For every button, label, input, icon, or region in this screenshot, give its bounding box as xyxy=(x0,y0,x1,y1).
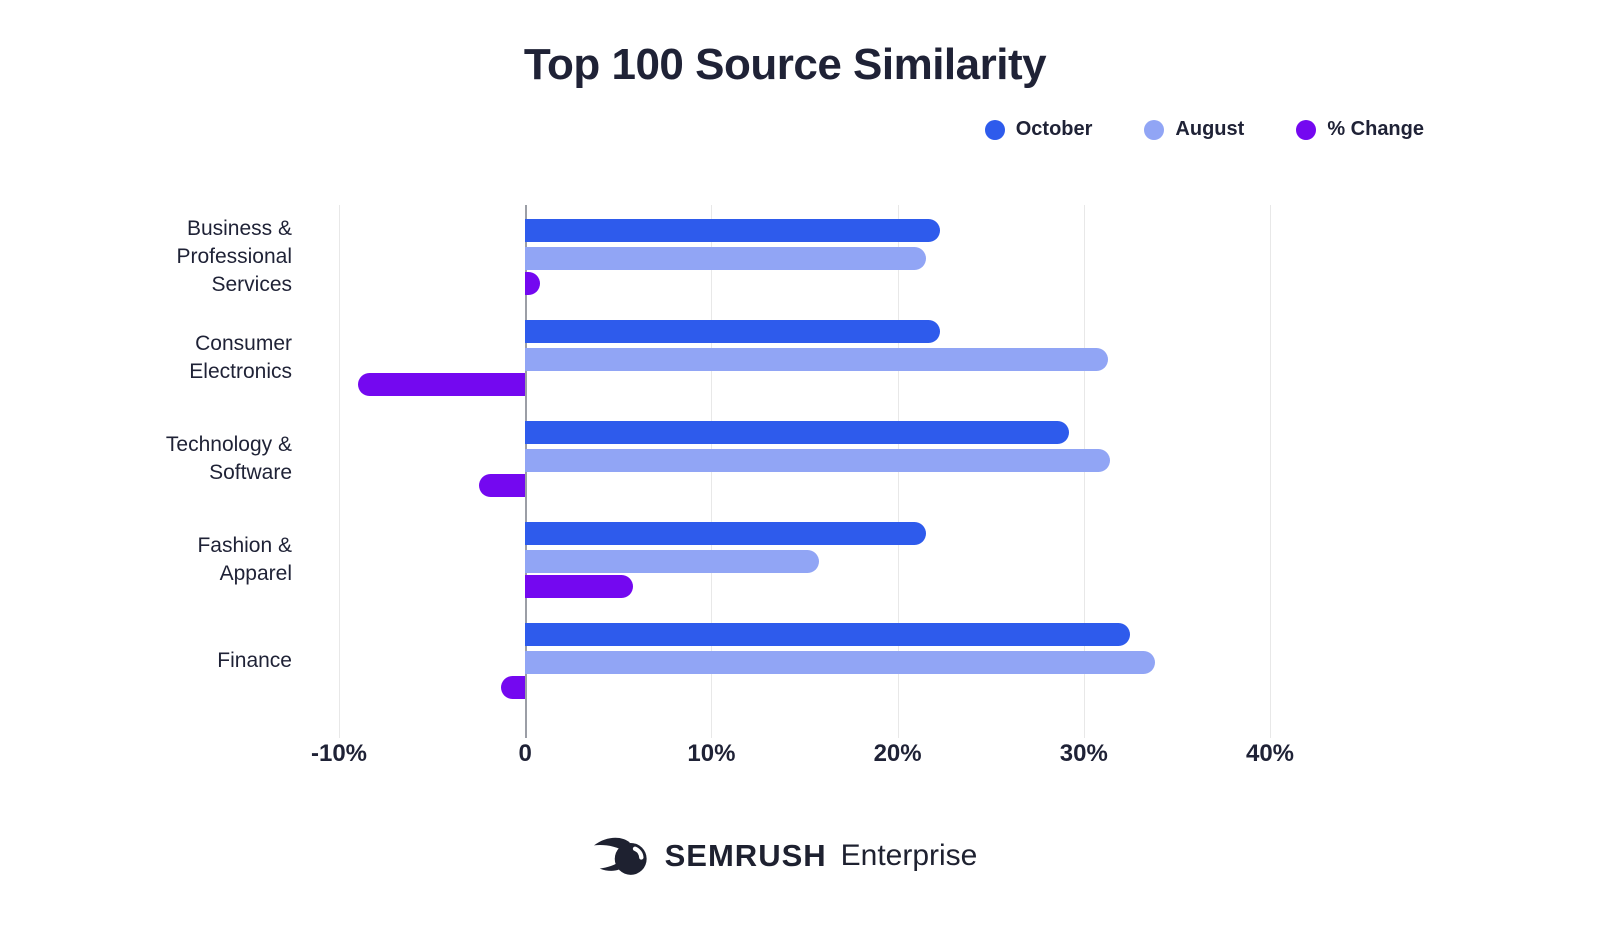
x-tick-label: -10% xyxy=(310,740,368,767)
legend-item-october: October xyxy=(984,118,1093,141)
legend-label: % Change xyxy=(1327,118,1424,140)
category-axis: Business & Professional Services Consumer El… xyxy=(80,205,292,738)
legend-label: October xyxy=(1015,118,1093,140)
category-label-consumer-electronics: Consumer Electronics xyxy=(189,332,292,383)
bar-october xyxy=(525,320,941,343)
bar-august xyxy=(525,651,1155,674)
bar-change xyxy=(357,373,526,396)
x-tick-label: 20% xyxy=(873,740,922,767)
bar-august xyxy=(525,449,1110,472)
bar-change xyxy=(525,575,634,598)
brand-name: SEMRUSH xyxy=(664,838,827,873)
bar-change xyxy=(500,676,526,699)
bar-october xyxy=(525,219,941,242)
bar-change xyxy=(478,474,526,497)
category-label-business-professional-services: Business & Professional Services xyxy=(176,217,292,296)
gridline xyxy=(1270,205,1271,738)
x-tick-label: 0 xyxy=(518,740,532,767)
bar-october xyxy=(525,522,926,545)
x-tick-label: 30% xyxy=(1059,740,1108,767)
legend-dot-icon xyxy=(1296,119,1317,140)
brand-footer: SEMRUSH Enterprise xyxy=(0,832,1570,880)
plot-area xyxy=(339,205,1456,738)
category-label-technology-software: Technology & Software xyxy=(165,433,292,484)
gridline xyxy=(339,205,340,738)
legend-item-august: August xyxy=(1144,118,1244,141)
chart-title: Top 100 Source Similarity xyxy=(523,40,1047,89)
bar-august xyxy=(525,550,820,573)
x-tick-label: 10% xyxy=(687,740,736,767)
legend: October August % Change xyxy=(984,118,1424,141)
bar-august xyxy=(525,348,1108,371)
x-axis: -10% 0 10% 20% 30% 40% xyxy=(0,740,1600,776)
legend-dot-icon xyxy=(984,119,1005,140)
bar-october xyxy=(525,421,1069,444)
bar-october xyxy=(525,623,1131,646)
legend-item-change: % Change xyxy=(1296,118,1424,141)
category-label-fashion-apparel: Fashion & Apparel xyxy=(197,534,292,585)
legend-label: August xyxy=(1175,118,1245,140)
bar-august xyxy=(525,247,926,270)
brand-suffix: Enterprise xyxy=(840,839,978,872)
category-label-finance: Finance xyxy=(217,649,292,672)
legend-dot-icon xyxy=(1144,119,1165,140)
x-tick-label: 40% xyxy=(1245,740,1295,767)
semrush-logo-icon xyxy=(593,837,647,875)
bar-change xyxy=(525,272,541,295)
